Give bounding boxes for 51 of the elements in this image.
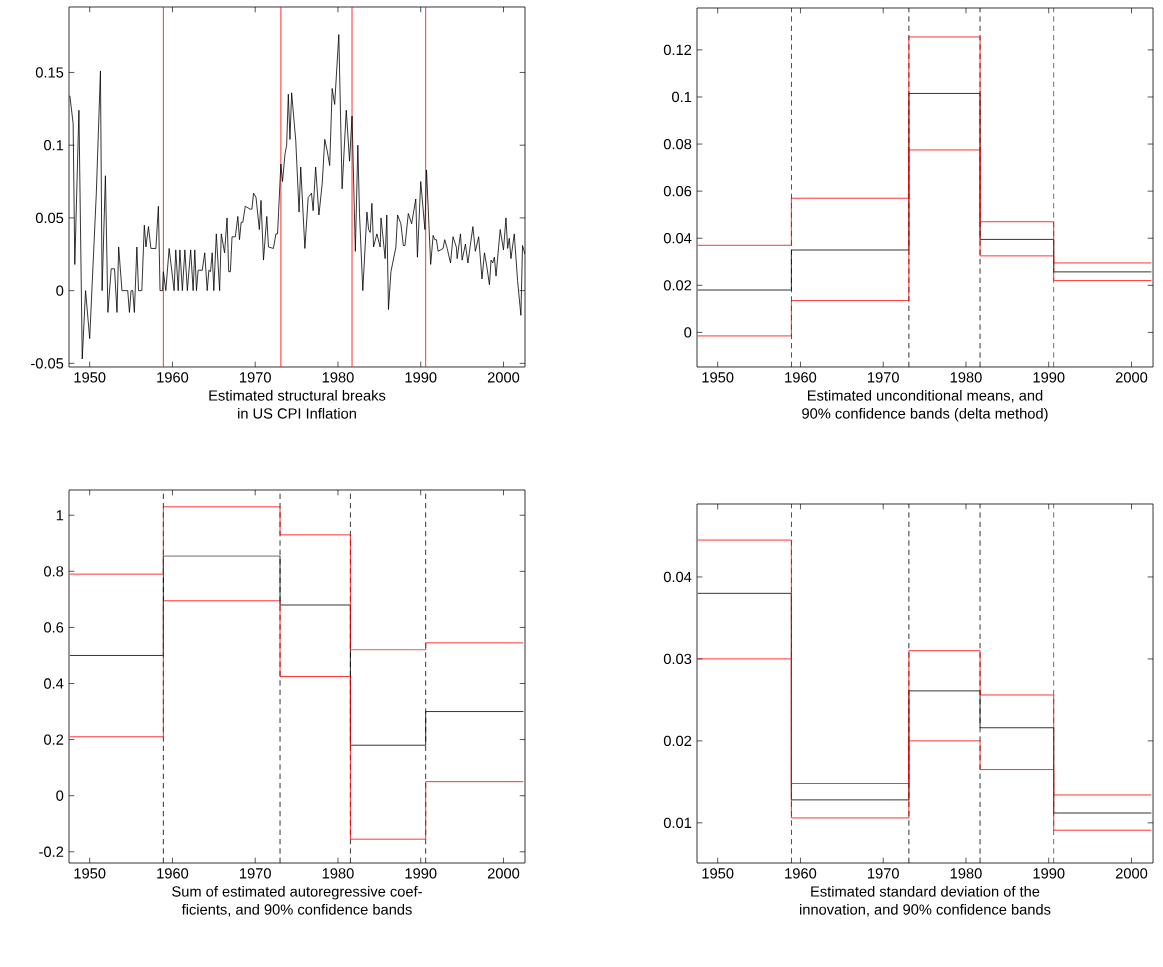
y-tick-label: 1 <box>56 510 64 521</box>
y-tick-label: 0.03 <box>663 653 692 665</box>
x-tick-label: 1950 <box>702 868 734 879</box>
x-tick-label: 2000 <box>1115 372 1148 383</box>
y-tick-label: 0 <box>56 790 64 801</box>
x-tick-label: 1970 <box>240 372 271 383</box>
y-tick-label: 0.12 <box>663 44 692 56</box>
x-tick-label: 1950 <box>74 868 106 879</box>
y-tick-label: -0.2 <box>39 846 64 857</box>
x-tick-label: 1960 <box>157 868 189 879</box>
x-axis-title: Estimated standard deviation of the innovation, and 90% confidence bands <box>800 885 1051 917</box>
x-tick-label: 1990 <box>1033 868 1065 879</box>
x-tick-label: 1970 <box>868 372 899 383</box>
y-tick-label: 0.06 <box>663 185 692 197</box>
y-tick-label: 0 <box>684 327 692 338</box>
x-tick-label: 1970 <box>868 868 899 879</box>
x-axis-title: Sum of estimated autoregressive coef- ficients, and 90% confidence bands <box>172 885 422 917</box>
y-tick-label: 0.1 <box>672 91 692 103</box>
x-tick-label: 2000 <box>487 372 520 383</box>
y-tick-label: -0.05 <box>31 358 64 369</box>
x-tick-label: 1950 <box>74 372 106 383</box>
y-tick-label: 0.02 <box>663 280 692 291</box>
y-tick-label: 0.1 <box>44 140 64 151</box>
y-tick-label: 0.04 <box>663 571 692 583</box>
y-tick-label: 0.8 <box>44 566 64 577</box>
x-axis-title: Estimated unconditional means, and 90% confidence bands (delta method) <box>802 389 1048 422</box>
y-tick-label: 0.4 <box>44 678 64 689</box>
x-tick-label: 1960 <box>785 372 817 383</box>
y-tick-label: 0.2 <box>44 734 64 745</box>
x-tick-label: 1990 <box>405 372 437 383</box>
x-tick-label: 1970 <box>240 868 271 879</box>
y-tick-label: 0.04 <box>663 233 692 244</box>
x-tick-label: 1980 <box>322 372 354 383</box>
x-tick-label: 1980 <box>950 868 982 879</box>
x-tick-label: 1990 <box>1033 372 1065 383</box>
x-tick-label: 1960 <box>785 868 817 879</box>
x-tick-label: 1980 <box>950 372 982 383</box>
y-tick-label: 0.15 <box>35 67 64 78</box>
y-tick-label: 0.05 <box>35 212 64 224</box>
x-tick-label: 2000 <box>487 868 520 879</box>
x-tick-label: 2000 <box>1115 868 1148 879</box>
x-tick-label: 1980 <box>322 868 354 879</box>
y-tick-label: 0.08 <box>663 138 692 150</box>
y-tick-label: 0.6 <box>44 622 64 633</box>
x-axis-title: Estimated structural breaks in US CPI Inflation <box>209 389 386 419</box>
y-tick-label: 0 <box>56 285 64 296</box>
y-tick-label: 0.02 <box>663 735 692 747</box>
x-tick-label: 1990 <box>405 868 437 879</box>
y-tick-label: 0.01 <box>663 817 692 829</box>
x-tick-label: 1960 <box>157 372 189 383</box>
x-tick-label: 1950 <box>702 372 734 383</box>
